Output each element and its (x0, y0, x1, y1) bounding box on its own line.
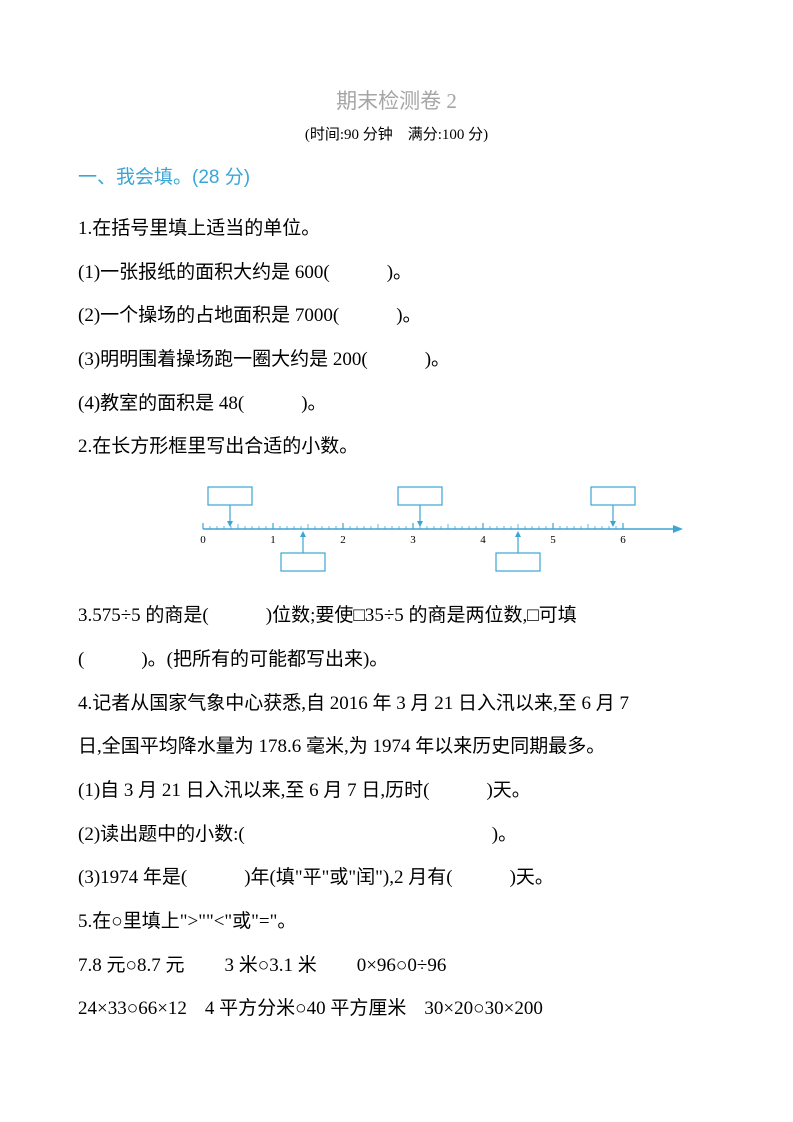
q1-sub4: (4)教室的面积是 48( )。 (78, 382, 715, 426)
page-title: 期末检测卷 2 (78, 85, 715, 115)
q3-line1: 3.575÷5 的商是( )位数;要使□35÷5 的商是两位数,□可填 (78, 594, 715, 638)
svg-text:6: 6 (620, 534, 626, 546)
q5-main: 5.在○里填上">""<"或"="。 (78, 900, 715, 944)
number-line-svg: 0 1 2 3 4 5 6 (188, 479, 688, 579)
q5-row2: 24×33○66×12 4 平方分米○40 平方厘米 30×20○30×200 (78, 987, 715, 1031)
q4-line2: 日,全国平均降水量为 178.6 毫米,为 1974 年以来历史同期最多。 (78, 725, 715, 769)
q1-sub2: (2)一个操场的占地面积是 7000( )。 (78, 294, 715, 338)
q5-row2c: 30×20○30×200 (424, 987, 542, 1031)
q3-line2: ( )。(把所有的可能都写出来)。 (78, 638, 715, 682)
q5-row1a: 7.8 元○8.7 元 (78, 944, 184, 988)
q1-sub1: (1)一张报纸的面积大约是 600( )。 (78, 251, 715, 295)
q2-main: 2.在长方形框里写出合适的小数。 (78, 425, 715, 469)
page-subtitle: (时间:90 分钟 满分:100 分) (78, 123, 715, 144)
number-line-diagram: 0 1 2 3 4 5 6 (188, 479, 688, 579)
q1-sub3: (3)明明围着操场跑一圈大约是 200( )。 (78, 338, 715, 382)
q4-sub3: (3)1974 年是( )年(填"平"或"闰"),2 月有( )天。 (78, 856, 715, 900)
svg-text:2: 2 (340, 534, 346, 546)
q5-row1b: 3 米○3.1 米 (224, 944, 316, 988)
svg-text:0: 0 (200, 534, 206, 546)
q4-line1: 4.记者从国家气象中心获悉,自 2016 年 3 月 21 日入汛以来,至 6 … (78, 682, 715, 726)
q4-sub2: (2)读出题中的小数:( )。 (78, 813, 715, 857)
q5-row2b: 4 平方分米○40 平方厘米 (205, 987, 406, 1031)
q5-row1: 7.8 元○8.7 元 3 米○3.1 米 0×96○0÷96 (78, 944, 715, 988)
svg-text:5: 5 (550, 534, 556, 546)
q4-sub1: (1)自 3 月 21 日入汛以来,至 6 月 7 日,历时( )天。 (78, 769, 715, 813)
svg-text:4: 4 (480, 534, 486, 546)
q5-row2a: 24×33○66×12 (78, 987, 187, 1031)
q5-row1c: 0×96○0÷96 (357, 944, 447, 988)
section-1-header: 一、我会填。(28 分) (78, 162, 715, 189)
q1-main: 1.在括号里填上适当的单位。 (78, 207, 715, 251)
svg-text:3: 3 (410, 534, 416, 546)
svg-text:1: 1 (270, 534, 276, 546)
